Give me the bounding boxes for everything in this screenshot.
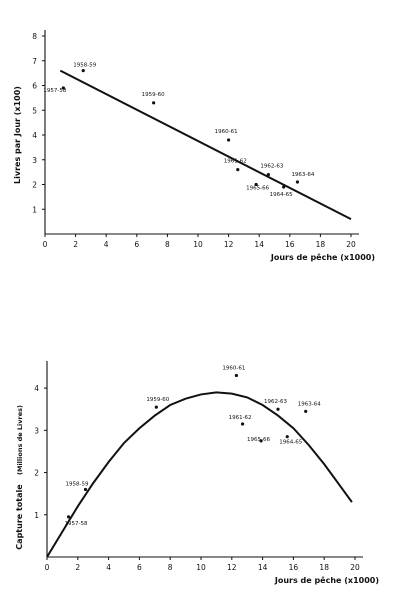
x-tick-label: 10 [193, 240, 203, 249]
data-point-label: 1957-58 [65, 521, 88, 527]
data-point-label: 1962-63 [260, 164, 283, 170]
x-axis-label: Jours de pêche (x1000) [274, 575, 379, 585]
data-point-label: 1961-62 [229, 415, 252, 421]
y-axis-unit-label: (Millions de Livres) [16, 405, 24, 475]
y-tick-label: 2 [32, 181, 37, 190]
x-tick-label: 2 [73, 240, 78, 249]
x-tick-label: 4 [104, 240, 109, 249]
data-point-label: 1964-65 [279, 440, 302, 446]
y-tick-label: 4 [34, 384, 39, 393]
y-tick-label: 1 [34, 511, 39, 520]
data-point-label: 1962-63 [264, 399, 287, 405]
data-point [66, 515, 71, 519]
y-tick-label: 3 [34, 426, 39, 435]
y-axis-label: Livres par Jour (x100) [13, 86, 22, 184]
data-point-label: 1957-58 [43, 88, 66, 94]
y-tick-label: 6 [32, 82, 37, 91]
x-tick-label: 16 [285, 240, 295, 249]
x-tick-label: 18 [319, 563, 329, 572]
x-tick-label: 0 [43, 240, 48, 249]
data-point-label: 1960-61 [215, 129, 238, 135]
x-tick-label: 0 [45, 563, 50, 572]
x-tick-label: 14 [258, 563, 268, 572]
data-point [83, 487, 88, 492]
data-point-label: 1964-65 [270, 192, 293, 198]
x-tick-label: 12 [227, 563, 237, 572]
data-point-label: 1961-62 [224, 159, 247, 165]
x-tick-label: 2 [75, 563, 80, 572]
data-point-label: 1963-64 [291, 172, 314, 178]
data-point-label: 1958-59 [66, 481, 89, 487]
data-point [236, 168, 240, 172]
data-point-label: 1965-66 [247, 437, 270, 443]
regression-line [59, 69, 352, 221]
data-point [61, 86, 65, 90]
data-point [266, 173, 270, 177]
data-point [285, 435, 289, 439]
data-point [295, 180, 300, 184]
x-tick-label: 4 [106, 563, 111, 572]
x-tick-label: 8 [168, 563, 173, 572]
data-point [240, 422, 245, 426]
data-point-label: 1959-60 [142, 92, 165, 98]
fitted-curve [46, 391, 353, 558]
data-point [234, 373, 239, 378]
data-point [227, 138, 231, 142]
data-point-label: 1960-61 [222, 365, 245, 371]
data-point [282, 185, 286, 189]
x-tick-label: 6 [134, 240, 139, 249]
data-point [304, 409, 308, 413]
data-point [276, 407, 280, 411]
x-tick-label: 6 [137, 563, 142, 572]
x-tick-label: 10 [196, 563, 206, 572]
y-tick-label: 4 [32, 131, 37, 140]
data-point-label: 1965-66 [246, 186, 269, 192]
data-point-label: 1958-59 [73, 63, 96, 69]
x-tick-label: 20 [350, 563, 360, 572]
data-point [154, 405, 158, 409]
y-tick-label: 1 [32, 205, 37, 214]
x-tick-label: 8 [165, 240, 170, 249]
data-point [152, 101, 156, 105]
x-axis-label: Jours de pêche (x1000) [270, 252, 375, 262]
x-tick-label: 12 [224, 240, 234, 249]
y-tick-label: 8 [32, 32, 37, 41]
x-tick-label: 14 [254, 240, 264, 249]
data-point [259, 439, 263, 443]
x-tick-label: 16 [289, 563, 299, 572]
y-tick-label: 2 [34, 469, 39, 478]
data-point [254, 182, 258, 187]
data-point-label: 1963-64 [298, 401, 321, 407]
x-tick-label: 18 [316, 240, 326, 249]
y-tick-label: 5 [32, 106, 37, 115]
data-point-label: 1959-60 [146, 397, 169, 403]
data-point [81, 69, 85, 73]
y-axis-label: Capture totale [15, 484, 24, 550]
x-tick-label: 20 [346, 240, 356, 249]
y-tick-label: 3 [32, 156, 37, 165]
y-tick-label: 7 [32, 57, 37, 66]
